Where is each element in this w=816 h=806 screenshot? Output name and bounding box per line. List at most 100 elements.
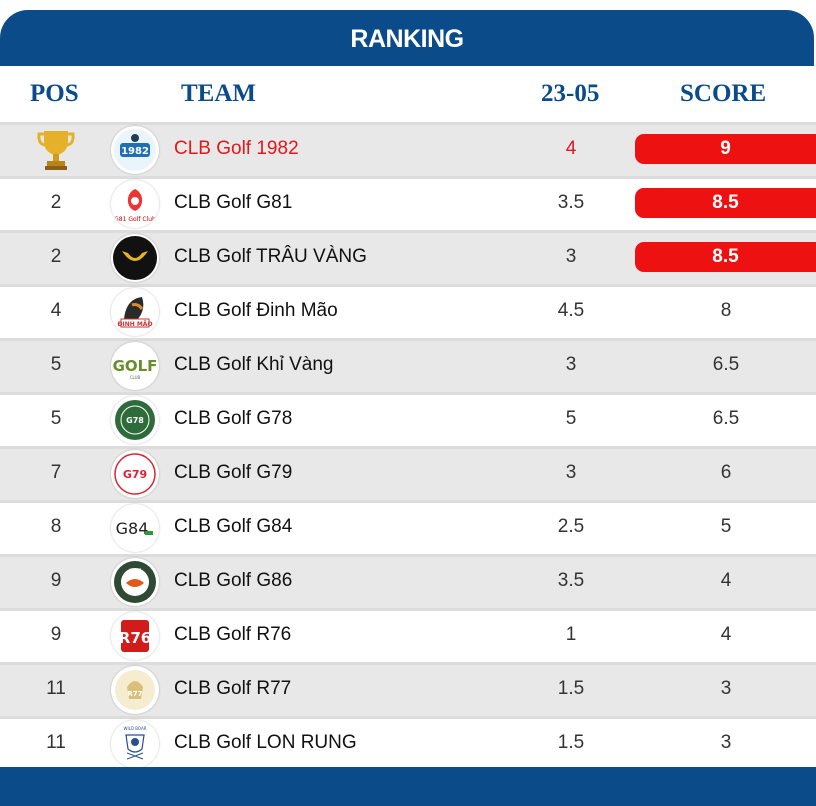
row-position: 9 — [50, 570, 62, 591]
golf-r77-logo-icon: R77 — [111, 666, 159, 714]
row-position: 2 — [50, 192, 62, 213]
row-divider — [0, 500, 816, 503]
row-divider — [0, 284, 816, 287]
golf-g86-logo-icon: G86 — [111, 558, 159, 606]
golf-khi-vang-logo-icon: GOLF CLUB — [111, 342, 159, 390]
table-row: 5 G78 CLB Golf G78 5 6.5 — [0, 392, 816, 446]
row-position: 11 — [46, 732, 66, 753]
svg-text:R76: R76 — [119, 629, 151, 647]
row-team-name: CLB Golf 1982 — [174, 138, 299, 159]
golf-trau-vang-logo-icon — [111, 234, 159, 282]
row-round-score: 4 — [565, 138, 577, 159]
svg-text:WILD BOAR: WILD BOAR — [124, 726, 147, 731]
row-round-score: 3.5 — [557, 192, 585, 213]
row-round-score: 3.5 — [557, 570, 585, 591]
table-row: 1982 CLB Golf 1982 4 9 — [0, 122, 816, 176]
row-position: 8 — [50, 516, 62, 537]
row-total-score-highlight: 8.5 — [635, 188, 816, 218]
footer-bar — [0, 767, 816, 806]
row-total-score: 5 — [720, 516, 732, 537]
row-total-score: 6.5 — [712, 408, 740, 429]
row-total-score: 4 — [720, 624, 732, 645]
row-round-score: 1 — [565, 624, 577, 645]
table-row: 11 R77 CLB Golf R77 1.5 3 — [0, 662, 816, 716]
table-row: 2 G81 Golf Club CLB Golf G81 3.5 8.5 — [0, 176, 816, 230]
golf-r76-logo-icon: R76 — [111, 612, 159, 660]
row-divider — [0, 608, 816, 611]
row-position: 2 — [50, 246, 62, 267]
row-team-name: CLB Golf R76 — [174, 624, 292, 645]
row-round-score: 3 — [565, 246, 577, 267]
golf-lon-rung-logo-icon: WILD BOAR — [111, 720, 159, 768]
row-team-name: CLB Golf Đinh Mão — [174, 300, 338, 321]
table-row: 8 G84 CLB Golf G84 2.5 5 — [0, 500, 816, 554]
row-position: 7 — [50, 462, 62, 483]
row-team-name: CLB Golf TRÂU VÀNG — [174, 246, 367, 267]
row-total-score-highlight: 8.5 — [635, 242, 816, 272]
row-divider — [0, 230, 816, 233]
row-position: 9 — [50, 624, 62, 645]
svg-text:G86: G86 — [128, 568, 141, 575]
row-round-score: 2.5 — [557, 516, 585, 537]
table-row: 11 WILD BOAR CLB Golf LON RUNG 1.5 3 — [0, 716, 816, 770]
row-divider — [0, 554, 816, 557]
trophy-icon — [36, 127, 76, 171]
row-total-score-highlight: 9 — [635, 134, 816, 164]
row-divider — [0, 662, 816, 665]
row-divider — [0, 446, 816, 449]
header-pos: POS — [30, 80, 79, 107]
row-divider — [0, 176, 816, 179]
row-round-score: 1.5 — [557, 732, 585, 753]
row-position: 5 — [50, 408, 62, 429]
table-row: 9 G86 CLB Golf G86 3.5 4 — [0, 554, 816, 608]
golf-g84-logo-icon: G84 — [111, 504, 159, 552]
row-team-name: CLB Golf G81 — [174, 192, 293, 213]
row-total-score: 3 — [720, 678, 732, 699]
row-team-name: CLB Golf G78 — [174, 408, 293, 429]
row-position: 11 — [46, 678, 66, 699]
row-divider — [0, 122, 816, 125]
golf-g78-logo-icon: G78 — [111, 396, 159, 444]
svg-text:G79: G79 — [123, 468, 147, 481]
svg-text:CLUB: CLUB — [130, 375, 141, 380]
row-round-score: 3 — [565, 354, 577, 375]
row-round-score: 1.5 — [557, 678, 585, 699]
row-team-name: CLB Golf Khỉ Vàng — [174, 354, 334, 375]
row-team-name: CLB Golf G79 — [174, 462, 293, 483]
table-header: POS TEAM 23-05 SCORE — [0, 66, 816, 122]
svg-text:1982: 1982 — [121, 146, 149, 157]
row-position: 5 — [50, 354, 62, 375]
table-row: 4 ĐINH MÃO CLB Golf Đinh Mão 4.5 8 — [0, 284, 816, 338]
row-total-score: 4 — [720, 570, 732, 591]
svg-text:G78: G78 — [126, 416, 144, 425]
row-position: 4 — [50, 300, 62, 321]
row-round-score: 5 — [565, 408, 577, 429]
row-team-name: CLB Golf G86 — [174, 570, 293, 591]
row-total-score: 3 — [720, 732, 732, 753]
golf-1982-logo-icon: 1982 — [111, 126, 159, 174]
svg-text:G84: G84 — [116, 519, 149, 538]
row-total-score: 6.5 — [712, 354, 740, 375]
row-round-score: 3 — [565, 462, 577, 483]
row-team-name: CLB Golf LON RUNG — [174, 732, 357, 753]
row-team-name: CLB Golf R77 — [174, 678, 292, 699]
row-total-score: 6 — [720, 462, 732, 483]
row-divider — [0, 338, 816, 341]
row-divider — [0, 392, 816, 395]
row-divider — [0, 716, 816, 719]
golf-dinh-mao-logo-icon: ĐINH MÃO — [111, 288, 159, 336]
golf-g81-logo-icon: G81 Golf Club — [111, 180, 159, 228]
table-row: 2 CLB Golf TRÂU VÀNG 3 8.5 — [0, 230, 816, 284]
table-row: 5 GOLF CLUB CLB Golf Khỉ Vàng 3 6.5 — [0, 338, 816, 392]
svg-text:G81 Golf Club: G81 Golf Club — [114, 216, 156, 223]
table-row: 9 R76 CLB Golf R76 1 4 — [0, 608, 816, 662]
row-team-name: CLB Golf G84 — [174, 516, 293, 537]
golf-g79-logo-icon: G79 — [111, 450, 159, 498]
row-round-score: 4.5 — [557, 300, 585, 321]
ranking-title: RANKING — [0, 10, 814, 66]
header-team: TEAM — [181, 80, 256, 107]
ranking-table: 1982 CLB Golf 1982 4 9 2 G81 Golf Club CLB Gol… — [0, 122, 816, 770]
header-round: 23-05 — [541, 80, 600, 107]
svg-text:R77: R77 — [127, 690, 142, 698]
svg-text:ĐINH MÃO: ĐINH MÃO — [117, 321, 152, 328]
